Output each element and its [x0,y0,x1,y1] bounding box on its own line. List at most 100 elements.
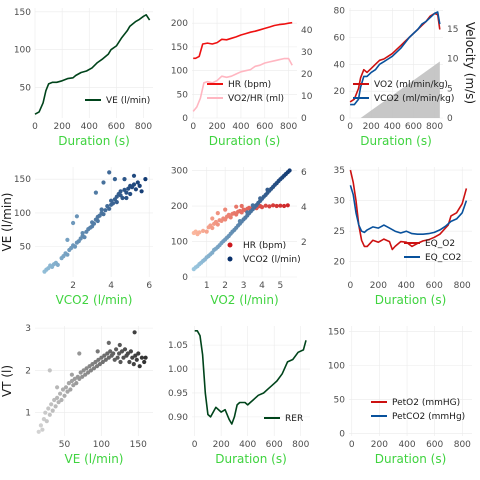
scatter-point [93,190,98,195]
y2-tick-label: 0 [301,114,307,124]
x-tick-label: 5 [278,281,284,291]
scatter-point [62,393,67,398]
y2-tick-label: 10 [301,92,313,102]
scatter-point [223,207,228,212]
y-tick-label: 50 [20,243,32,253]
legend-label: VO2 (ml/min/kg) [374,80,448,90]
y-tick-label: 0 [339,429,345,439]
y-tick-label: 1 [25,409,31,419]
y2-axis-title: Velocity (m/s) [463,22,477,104]
x-tick-label: 600 [405,122,422,132]
scatter-point [100,359,105,365]
scatter-point [111,351,116,356]
x-tick-label: 0 [192,440,198,450]
scatter-point [114,200,119,205]
y2-tick-label: 10 [447,55,459,65]
scatter-point [80,231,85,236]
scatter-point [46,406,51,411]
scatter-point [131,182,137,187]
scatter-point [93,359,98,365]
y-tick-label: 1.05 [168,341,188,351]
scatter-point [122,177,127,182]
y-tick-label: 0 [182,273,188,283]
legend-key [227,242,233,248]
series-line [349,169,468,251]
x-tick-label: 1 [204,281,210,291]
x-tick-label: 0 [32,122,38,132]
y-tick-label: 40 [334,60,346,70]
scatter-point [136,351,141,356]
scatter-point [74,381,79,386]
x-axis-title: VO2 (l/min) [210,293,278,307]
scatter-point [130,355,135,360]
y-tick-label: 100 [14,46,31,56]
scatter-point [91,221,97,226]
scatter-point [72,244,78,249]
panel-rer: 0 200 400 600 800 0.90 0.95 1.00 1.05 Duration (s… [168,326,310,466]
x-axis-title: Duration (s) [375,452,447,466]
x-tick-label: 800 [454,281,471,291]
y-tick-label: 0 [339,114,345,124]
x-tick-label: 200 [370,281,387,291]
y2-tick-label: 0 [447,114,453,124]
x-tick-label: 4 [108,281,114,291]
series-line [192,57,293,112]
x-tick-label: 2 [70,281,76,291]
legend-label: EQ_CO2 [425,253,461,263]
scatter-point [274,203,279,209]
scatter-point [97,362,102,367]
scatter-point [119,349,125,354]
x-tick-label: 800 [426,122,443,132]
scatter-point [125,351,130,356]
x-axis-title: VCO2 (l/min) [56,293,133,307]
panel-hr_vco2_vo2: 1 2 3 4 5 0 100 200 300 2 4 6 VO2 (l/min) HR (bpm) VCO… [171,167,307,307]
scatter-point [228,215,233,220]
y-tick-label: 80 [334,7,346,17]
legend-label: HR (bpm) [228,80,271,90]
x-tick-label: 0 [347,122,353,132]
y-tick-label: 100 [171,67,188,77]
x-tick-label: 600 [426,440,443,450]
y2-tick-label: 4 [301,203,307,213]
scatter-point [38,423,44,428]
x-tick-label: 0 [349,440,355,450]
scatter-point [58,391,63,396]
scatter-point [65,237,70,242]
scatter-point [103,357,108,362]
scatter-point [88,368,94,373]
y-tick-label: 1.00 [168,365,188,375]
legend-label: VE (l/min) [106,96,150,106]
y-tick-label: 3 [25,324,31,334]
y-tick-label: 150 [14,175,31,185]
scatter-point [265,187,270,192]
scatter-point [47,412,52,417]
y-tick-label: 100 [171,238,188,248]
scatter-point [263,203,268,208]
x-axis-title: Duration (s) [375,293,447,307]
scatter-point [237,219,242,224]
panel-petgas: 0 200 400 600 800 0 50 100 150 Duration (s) PetO2 … [328,326,472,466]
y-tick-label: 60 [334,34,346,44]
scatter-point [84,366,89,371]
scatter-point [114,347,119,352]
scatter-point [124,195,129,201]
y2-tick-label: 6 [301,168,307,178]
x-tick-label: 100 [93,440,110,450]
scatter-point [124,190,129,195]
panel-ve_vco2: 2 4 6 50 100 150 VCO2 (l/min) VE (l/min) [0,167,153,307]
scatter-point [91,366,97,371]
scatter-point [107,170,112,175]
scatter-point [99,207,104,212]
x-tick-label: 400 [232,122,249,132]
panel-eq: 0 200 400 600 800 20 25 30 35 Duration (s) EQ_O2 EQ… [334,166,472,307]
panel-vt_ve: 50 100 150 1 2 3 VE (l/min) VT (l) [0,324,153,466]
scatter-point [139,189,144,194]
series-line [349,185,468,235]
x-tick-label: 200 [54,122,71,132]
scatter-point [285,203,290,208]
scatter-point [132,330,137,335]
scatter-point [215,211,220,216]
y-tick-label: 150 [328,327,345,337]
scatter-point [53,404,58,409]
scatter-point [44,419,49,424]
